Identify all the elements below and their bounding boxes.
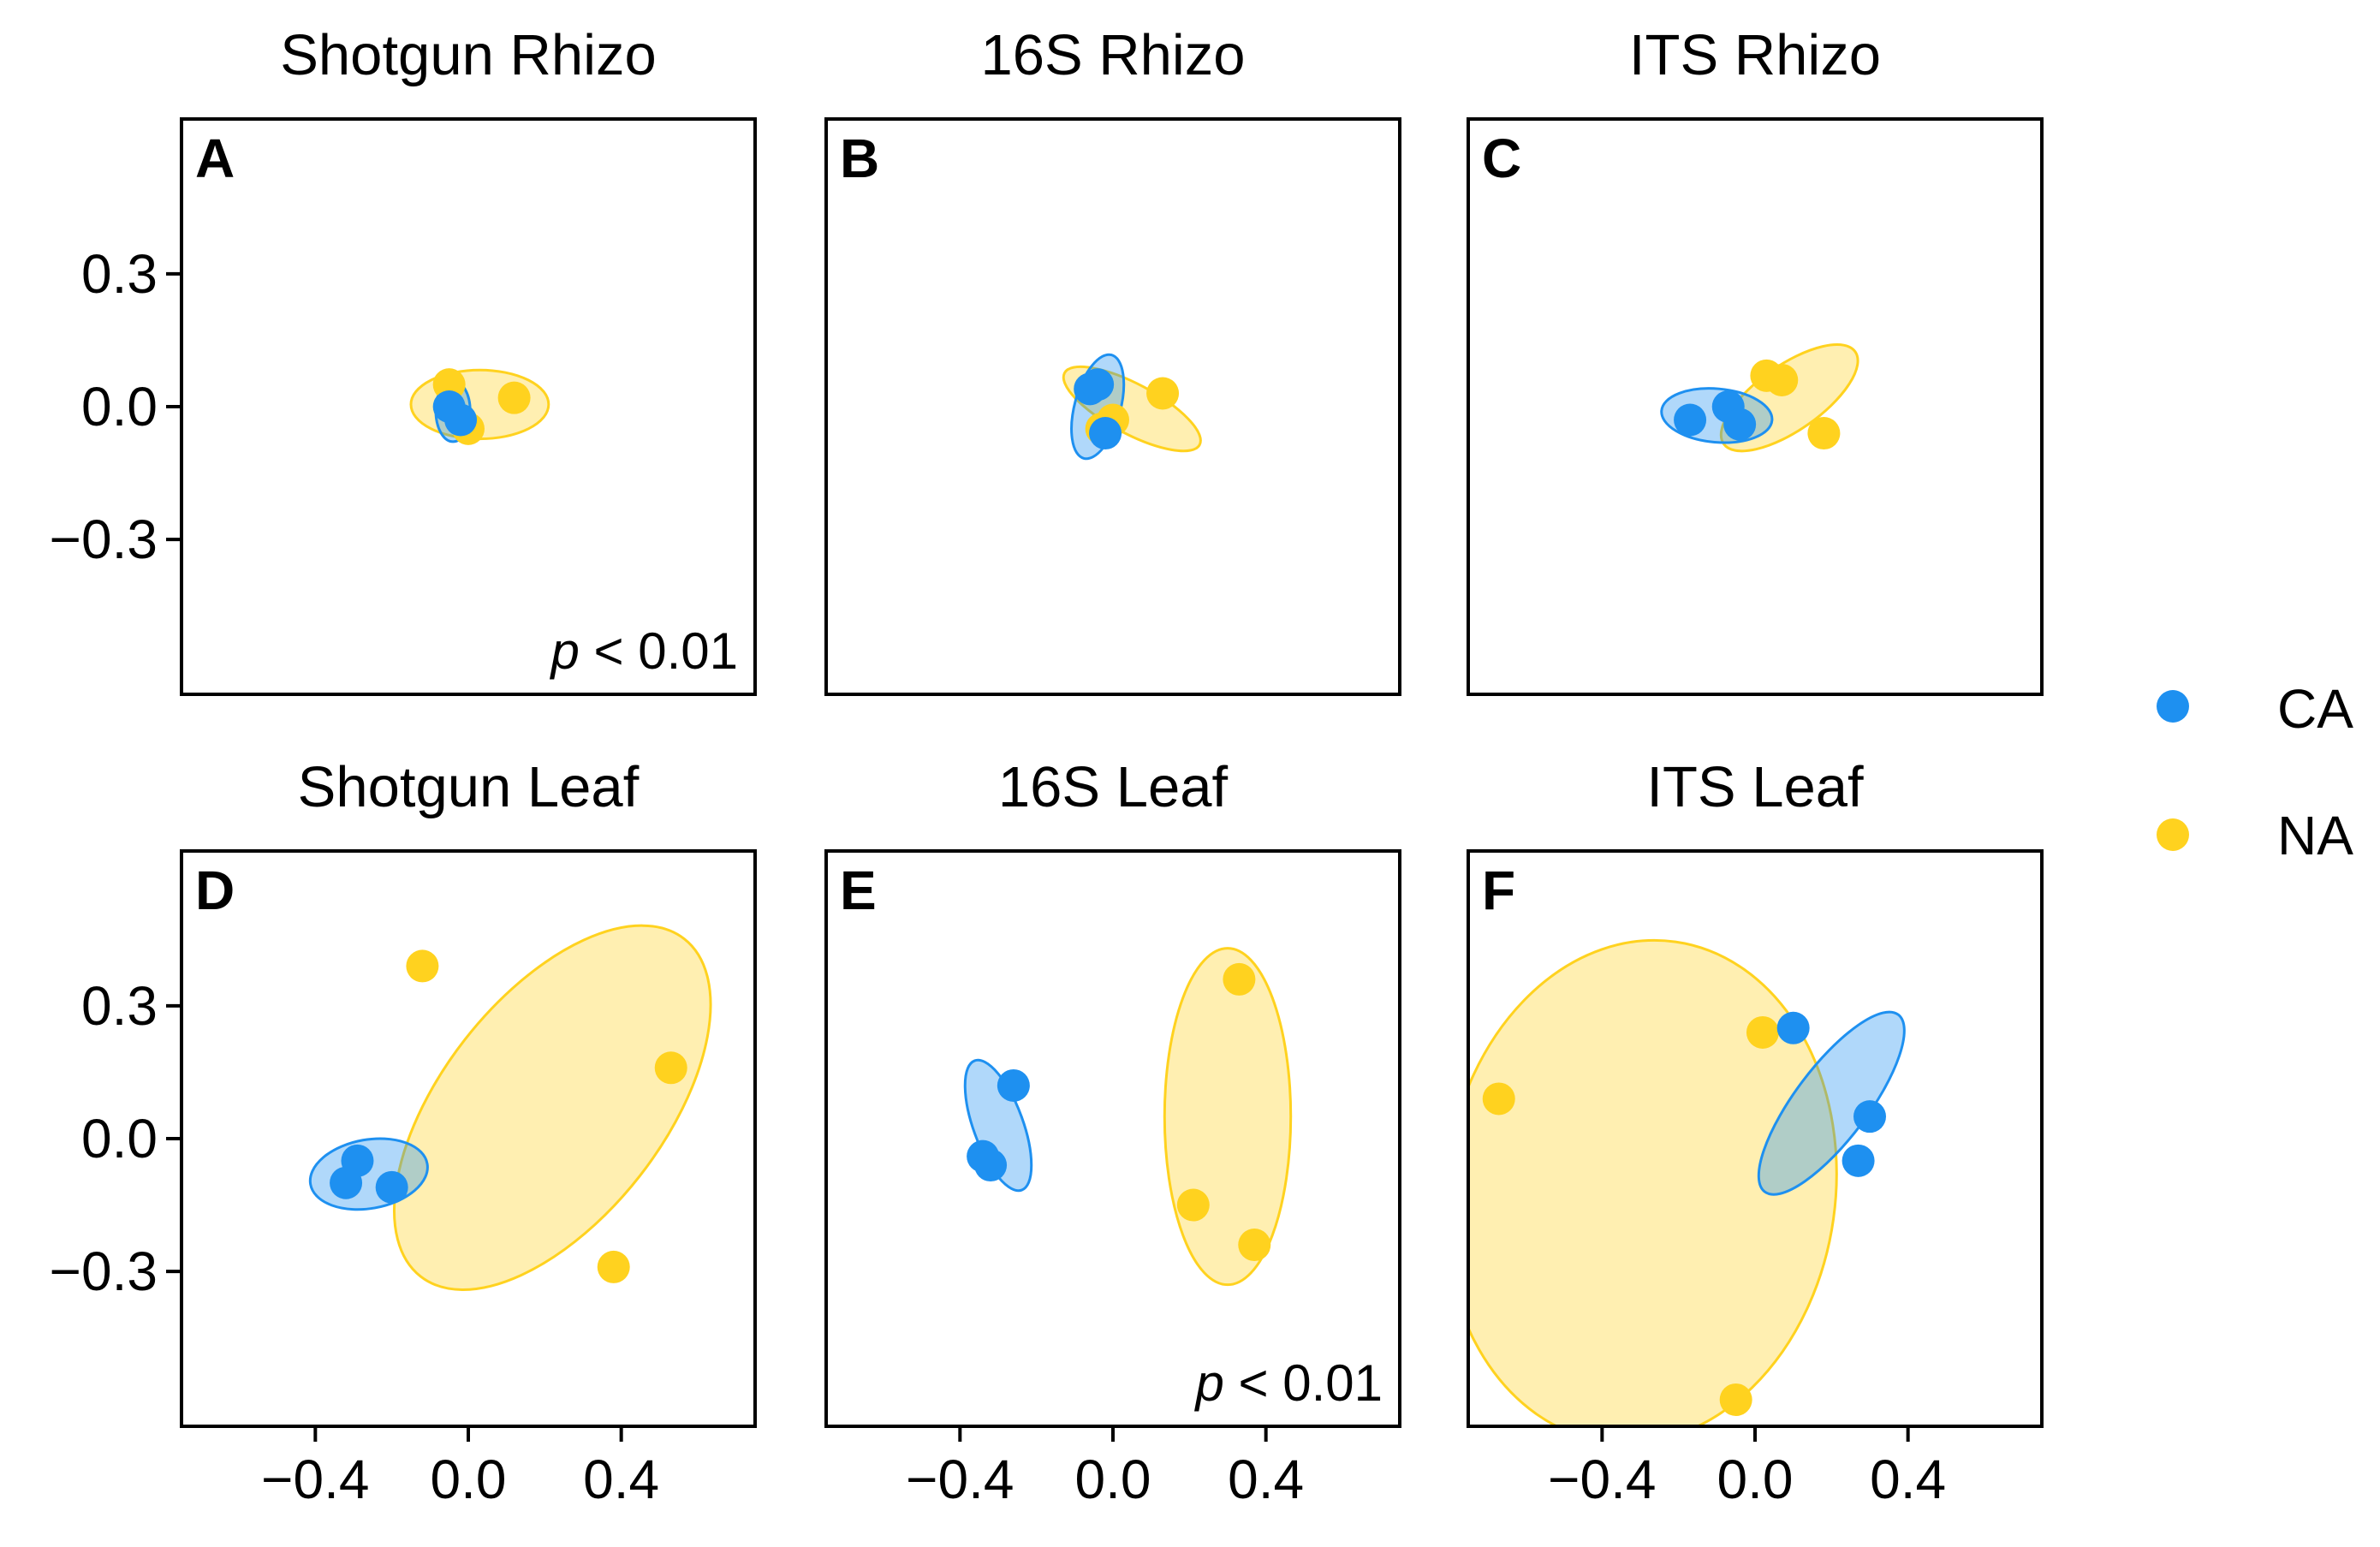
p-value-annotation: p < 0.01 — [1193, 1354, 1383, 1412]
legend-marker-ca — [2157, 690, 2189, 723]
point-na — [1746, 1015, 1779, 1049]
panel-title: 16S Rhizo — [980, 23, 1245, 87]
legend-label-na: NA — [2277, 805, 2353, 866]
panel-label: C — [1482, 128, 1521, 189]
p-value-annotation: p < 0.01 — [549, 622, 738, 680]
y-tick-label: 0.0 — [81, 1108, 158, 1169]
axes-frame — [1467, 117, 2044, 696]
panel-label: D — [195, 860, 235, 921]
panel-title: Shotgun Rhizo — [280, 23, 657, 87]
point-na — [1176, 1188, 1210, 1222]
panel-title: 16S Leaf — [998, 755, 1229, 819]
panels: Shotgun Rhizo Ap < 0.01 0.3 0.0 −0.3 16S Rhiz… — [50, 23, 2044, 1510]
panel-c: ITS Rhizo C — [1467, 23, 2044, 696]
point-na — [597, 1250, 630, 1283]
panel-label: E — [840, 860, 877, 921]
plot-area — [1660, 343, 1859, 453]
x-tick-label: 0.0 — [1717, 1449, 1794, 1510]
p-symbol: p — [549, 622, 579, 680]
x-tick-label: 0.4 — [1228, 1449, 1304, 1510]
ellipse-na — [1163, 947, 1293, 1287]
point-ca — [1842, 1144, 1875, 1177]
panel-label: A — [195, 128, 235, 189]
point-ca — [974, 1149, 1008, 1182]
point-na — [654, 1051, 687, 1085]
panel-b: 16S Rhizo B — [824, 23, 1401, 696]
p-symbol: p — [1193, 1354, 1223, 1412]
axes-frame — [824, 117, 1401, 696]
point-na — [1223, 962, 1256, 996]
point-na — [1238, 1229, 1271, 1262]
point-ca — [997, 1068, 1030, 1102]
plot-area — [963, 947, 1293, 1287]
x-tick-label: −0.4 — [906, 1449, 1014, 1510]
panel-label: B — [840, 128, 879, 189]
point-ca — [1089, 417, 1122, 450]
point-na — [1765, 363, 1799, 396]
y-tick-label: 0.3 — [81, 243, 158, 305]
plot-area — [1062, 353, 1202, 461]
plot-area — [308, 924, 712, 1291]
panel-e: 16S Leaf Ep < 0.01 −0.4 0.0 0.4 — [824, 755, 1401, 1510]
point-ca — [1853, 1100, 1886, 1133]
point-na — [1146, 377, 1180, 410]
point-na — [1719, 1383, 1752, 1416]
point-ca — [1723, 408, 1757, 441]
panel-title: Shotgun Leaf — [298, 755, 640, 819]
x-tick-label: −0.4 — [1548, 1449, 1656, 1510]
legend-marker-na — [2157, 818, 2189, 851]
point-na — [1482, 1082, 1515, 1116]
ellipse-na — [1468, 938, 1838, 1426]
point-ca — [444, 403, 478, 437]
y-tick-label: −0.3 — [50, 1241, 158, 1302]
point-ca — [1081, 368, 1115, 402]
x-tick-label: 0.4 — [583, 1449, 659, 1510]
panel-label: F — [1482, 860, 1515, 921]
y-tick-label: −0.3 — [50, 509, 158, 570]
y-tick-label: 0.0 — [81, 376, 158, 437]
legend: CA NA — [2157, 678, 2353, 866]
ellipse-na — [393, 924, 712, 1291]
ellipse-ca — [963, 1058, 1033, 1193]
point-ca — [375, 1170, 408, 1204]
p-threshold: < 0.01 — [1224, 1354, 1383, 1412]
point-na — [1807, 417, 1841, 450]
legend-label-ca: CA — [2277, 678, 2353, 740]
point-na — [497, 381, 531, 414]
x-tick-label: 0.4 — [1870, 1449, 1946, 1510]
x-tick-label: −0.4 — [261, 1449, 369, 1510]
panel-title: ITS Rhizo — [1629, 23, 1881, 87]
panel-a: Shotgun Rhizo Ap < 0.01 0.3 0.0 −0.3 — [50, 23, 757, 696]
panel-f: ITS Leaf F −0.4 0.0 0.4 — [1467, 755, 2044, 1510]
point-ca — [1674, 403, 1707, 437]
p-threshold: < 0.01 — [580, 622, 738, 680]
panel-d: Shotgun Leaf D 0.3 0.0 −0.3 −0.4 0.0 0.4 — [50, 755, 757, 1510]
point-ca — [1776, 1011, 1810, 1044]
x-tick-label: 0.0 — [431, 1449, 507, 1510]
y-tick-label: 0.3 — [81, 975, 158, 1037]
point-ca — [330, 1166, 363, 1199]
plot-area — [1468, 938, 1906, 1426]
point-na — [406, 949, 439, 983]
x-tick-label: 0.0 — [1075, 1449, 1151, 1510]
plot-area — [409, 368, 550, 445]
panel-title: ITS Leaf — [1646, 755, 1864, 819]
axes-frame — [824, 849, 1401, 1428]
